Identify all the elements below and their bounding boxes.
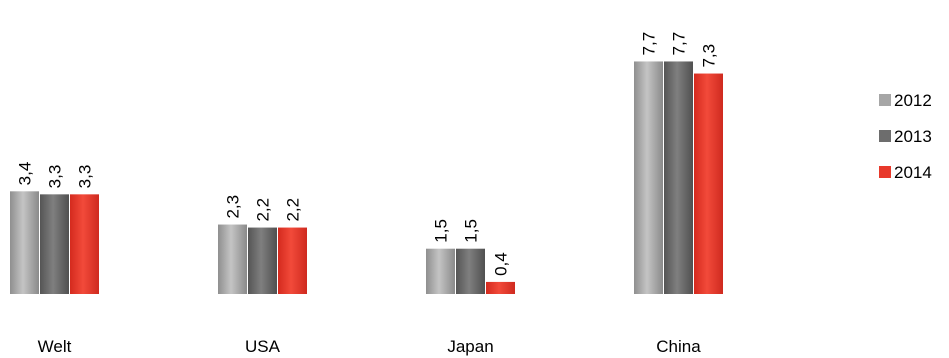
- bar-japan-2014: [486, 281, 515, 294]
- bar-usa-2012: [218, 224, 247, 294]
- legend-label-2014: 2014: [894, 163, 932, 182]
- data-label-usa-2013: 2,2: [254, 198, 273, 222]
- legend-swatch-2014: [879, 166, 891, 178]
- bar-china-2014: [694, 73, 723, 294]
- bar-usa-2014: [278, 227, 307, 294]
- bar-welt-2013: [40, 194, 69, 294]
- data-label-japan-2012: 1,5: [432, 219, 451, 243]
- category-label-welt: Welt: [38, 337, 72, 356]
- category-label-japan: Japan: [447, 337, 493, 356]
- data-label-japan-2013: 1,5: [462, 219, 481, 243]
- data-label-china-2012: 7,7: [640, 32, 659, 56]
- bar-welt-2014: [70, 194, 99, 294]
- legend-swatch-2013: [879, 130, 891, 142]
- data-label-japan-2014: 0,4: [492, 252, 511, 276]
- bars-group: [10, 61, 723, 295]
- data-label-welt-2013: 3,3: [46, 165, 65, 189]
- legend: 2012 2013 2014: [879, 91, 932, 182]
- data-labels-group: 3,4 3,3 3,3 2,3 2,2 2,2 1,5 1,5 0,4 7,7 7,7 7,3: [16, 32, 719, 276]
- legend-label-2012: 2012: [894, 91, 932, 110]
- category-label-usa: USA: [245, 337, 281, 356]
- category-axis: Welt USA Japan China: [38, 337, 702, 356]
- bar-usa-2013: [248, 227, 277, 294]
- data-label-china-2013: 7,7: [670, 32, 689, 56]
- data-label-welt-2012: 3,4: [16, 162, 35, 186]
- data-label-usa-2012: 2,3: [224, 195, 243, 219]
- data-label-welt-2014: 3,3: [76, 165, 95, 189]
- category-label-china: China: [656, 337, 701, 356]
- bar-china-2012: [634, 61, 663, 295]
- bar-china-2013: [664, 61, 693, 295]
- bar-japan-2013: [456, 248, 485, 294]
- data-label-usa-2014: 2,2: [284, 198, 303, 222]
- legend-label-2013: 2013: [894, 127, 932, 146]
- data-label-china-2014: 7,3: [700, 44, 719, 68]
- bar-welt-2012: [10, 191, 39, 294]
- legend-swatch-2012: [879, 94, 891, 106]
- bar-japan-2012: [426, 248, 455, 294]
